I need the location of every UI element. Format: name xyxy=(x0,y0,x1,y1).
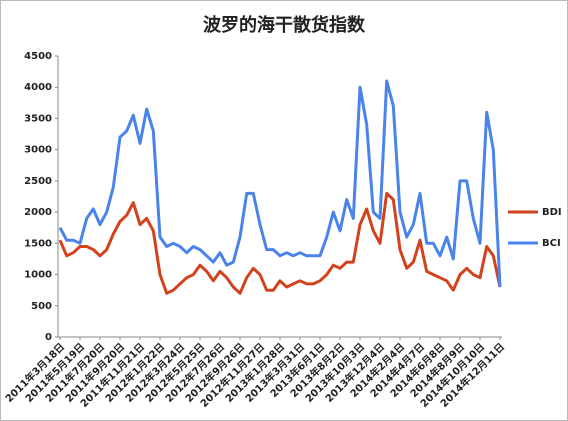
y-tick-label: 2500 xyxy=(24,176,52,187)
y-tick-label: 0 xyxy=(45,332,52,343)
y-tick-label: 2000 xyxy=(24,207,52,218)
chart-title: 波罗的海干散货指数 xyxy=(203,14,366,36)
y-tick-label: 3000 xyxy=(24,145,52,156)
legend-label: BCI xyxy=(542,238,561,249)
y-tick-label: 4500 xyxy=(24,51,52,62)
y-tick-label: 4000 xyxy=(24,82,52,93)
y-tick-label: 1000 xyxy=(24,270,52,281)
line-series xyxy=(58,79,502,288)
line-series xyxy=(58,191,502,295)
y-tick-label: 1500 xyxy=(24,238,52,249)
y-tick-label: 3500 xyxy=(24,113,52,124)
y-tick-label: 500 xyxy=(31,301,52,312)
legend-label: BDI xyxy=(542,207,562,218)
